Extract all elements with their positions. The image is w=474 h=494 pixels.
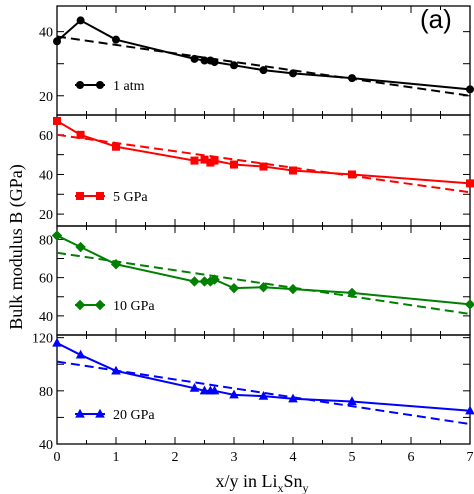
data-point [51, 230, 63, 241]
panel-frame [56, 225, 471, 336]
x-tick-label: 6 [408, 450, 415, 465]
y-tick-label: 60 [39, 272, 53, 287]
legend-label: 20 GPa [113, 408, 155, 423]
legend-marker [74, 299, 86, 311]
y-tick-label: 40 [39, 310, 53, 325]
data-point [466, 179, 474, 188]
data-point [110, 259, 122, 270]
data-point [189, 276, 200, 287]
data-point [75, 349, 86, 359]
data-point [348, 170, 356, 179]
legend-marker [76, 192, 84, 200]
panel-frame [56, 5, 471, 116]
data-point [52, 337, 62, 347]
x-tick-label: 4 [290, 450, 297, 465]
legend-marker [75, 408, 85, 418]
x-tick-label: 7 [467, 450, 474, 465]
x-axis-title-sub2: y [303, 481, 309, 494]
data-point [210, 156, 219, 165]
data-point [200, 155, 209, 164]
panel-4: 40 80 120 20 GPa 0 1 2 3 4 5 6 7 [32, 332, 474, 465]
y-tick-label: 20 [39, 90, 53, 105]
data-point [75, 241, 86, 253]
data-point [53, 116, 61, 125]
legend-marker [94, 299, 106, 311]
data-point [228, 282, 240, 294]
series-line-4 [56, 342, 471, 412]
panel-1: 20 40 1 atm [39, 5, 474, 116]
x-axis-title-prefix: x/y in Li [215, 471, 277, 491]
data-point [112, 142, 120, 151]
panel-frame [56, 334, 471, 445]
data-point [190, 54, 199, 63]
y-tick-label: 20 [39, 208, 53, 223]
data-point [200, 56, 209, 65]
panel-2: 20 40 60 5 GPa [39, 114, 474, 227]
data-point [190, 156, 199, 165]
x-axis-title: x/y in LixSny [215, 471, 308, 494]
data-point [258, 281, 269, 293]
y-tick-label: 80 [39, 385, 53, 400]
x-tick-label: 5 [349, 450, 356, 465]
data-point [287, 283, 299, 295]
legend-marker [96, 192, 104, 200]
data-point [347, 396, 357, 406]
data-point [76, 130, 85, 139]
legend-label: 5 GPa [113, 190, 148, 205]
data-point [258, 390, 269, 400]
y-tick-label: 40 [39, 168, 53, 183]
y-tick-label: 120 [32, 332, 53, 347]
legend-marker [96, 81, 104, 89]
x-tick-label: 1 [113, 450, 120, 465]
data-point [206, 158, 215, 167]
legend-label: 1 atm [113, 79, 145, 94]
data-point [259, 162, 268, 171]
data-point [289, 166, 297, 175]
data-point [289, 69, 297, 78]
data-point [465, 405, 474, 415]
panel-label: (a) [420, 4, 452, 34]
data-point [229, 389, 239, 399]
data-point [199, 276, 210, 287]
data-point [210, 58, 219, 67]
y-tick-label: 80 [39, 233, 53, 248]
data-point [466, 85, 474, 94]
y-axis-title: Bulk modulus B (GPa) [6, 164, 27, 330]
data-point [464, 299, 474, 310]
panel-3: 40 60 80 10 GPa [39, 225, 474, 336]
x-tick-label: 0 [54, 450, 61, 465]
data-point [111, 365, 121, 375]
series-line-2 [56, 120, 471, 185]
data-point [112, 35, 120, 44]
x-tick-label: 3 [231, 450, 238, 465]
series-line-3 [56, 234, 471, 306]
data-point [189, 382, 200, 392]
data-point [230, 61, 238, 70]
legend-label: 10 GPa [113, 299, 155, 314]
x-axis-title-mid: Sn [283, 471, 302, 491]
x-axis-title-sub1: x [277, 481, 283, 494]
data-point [76, 16, 85, 25]
data-point [259, 66, 268, 75]
legend-marker [76, 81, 84, 89]
legend-marker [95, 408, 105, 418]
data-point [209, 274, 220, 285]
data-point [288, 393, 298, 403]
data-point [346, 287, 358, 299]
data-point [209, 385, 220, 395]
y-tick-label: 40 [39, 438, 53, 453]
data-point [230, 160, 238, 169]
x-tick-label: 2 [172, 450, 179, 465]
y-tick-label: 60 [39, 129, 53, 144]
y-tick-label: 40 [39, 26, 53, 41]
data-point [348, 74, 356, 83]
data-point [53, 37, 61, 46]
